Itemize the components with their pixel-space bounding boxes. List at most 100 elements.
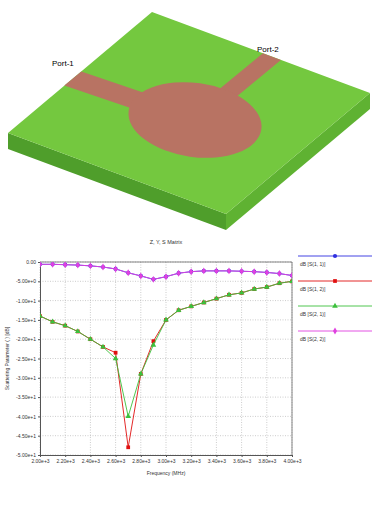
legend-label: dB [S(1, 1)] <box>300 261 326 267</box>
tick: -3.50e+1 <box>16 394 40 400</box>
tick-mark <box>38 301 40 302</box>
tick: 2.40e+3 <box>82 455 100 464</box>
tick: -1.50e+1 <box>16 317 40 323</box>
grid-line <box>40 281 292 282</box>
marker <box>264 284 270 289</box>
marker <box>63 262 67 268</box>
legend-label: dB [S(1, 2)] <box>300 286 326 292</box>
marker <box>151 276 155 283</box>
tick-mark <box>38 281 40 282</box>
legend-marker <box>333 254 337 258</box>
tick-label: -3.00e+1 <box>16 375 36 381</box>
x-axis-title: Frequency (MHz) <box>147 470 186 476</box>
tick: 4.00e+3 <box>283 455 301 464</box>
marker <box>126 445 130 449</box>
tick-label: 3.60e+3 <box>233 458 251 464</box>
tick-label: 2.60e+3 <box>107 458 125 464</box>
canvas: Port-1Port-2Z, Y, S Matrix2.00e+32.20e+3… <box>0 0 378 505</box>
series <box>40 278 292 418</box>
legend: dB [S(1, 1)]dB [S(1, 2)]dB [S(2, 1)]dB [… <box>298 254 372 342</box>
tick: -3.00e+1 <box>16 375 40 381</box>
marker <box>62 322 68 327</box>
series <box>40 262 292 283</box>
tick-label: -1.00e+1 <box>16 298 36 304</box>
tick-label: -2.50e+1 <box>16 356 36 362</box>
grid-line <box>292 262 293 455</box>
marker <box>138 371 144 376</box>
port-label: Port-2 <box>257 45 279 54</box>
tick: -5.00e+0 <box>16 278 40 284</box>
tick: 0.00 <box>26 259 40 265</box>
legend-marker <box>332 303 338 308</box>
marker <box>40 262 42 268</box>
tick: 3.40e+3 <box>208 455 226 464</box>
tick: -2.00e+1 <box>16 336 40 342</box>
marker <box>51 262 55 268</box>
marker <box>252 268 256 275</box>
tick-mark <box>38 339 40 340</box>
marker <box>126 269 130 276</box>
marker <box>177 270 181 277</box>
marker <box>239 290 245 295</box>
axis-line <box>38 263 41 456</box>
tick-mark <box>38 262 40 263</box>
tick-label: -4.00e+1 <box>16 414 36 420</box>
tick-mark <box>38 416 40 417</box>
grid-line <box>40 435 292 436</box>
marker <box>265 269 269 276</box>
frame <box>292 262 293 455</box>
grid-line <box>266 262 267 455</box>
grid-line <box>40 377 292 378</box>
y-axis-title: Scattering Parameter ( ) [dB] <box>4 326 10 390</box>
marker <box>114 265 118 272</box>
marker <box>88 336 94 341</box>
tick-label: -4.50e+1 <box>16 433 36 439</box>
tick-label: 4.00e+3 <box>283 458 301 464</box>
board-top <box>8 12 370 214</box>
marker <box>201 299 207 304</box>
tick-mark <box>38 455 40 456</box>
grid <box>40 262 292 455</box>
grid-line <box>40 397 292 398</box>
tick-label: 0.00 <box>26 259 36 265</box>
tick-label: 3.20e+3 <box>183 458 201 464</box>
marker <box>290 272 292 279</box>
chart-title: Z, Y, S Matrix <box>150 239 183 245</box>
tick-label: 2.80e+3 <box>132 458 150 464</box>
tick: 2.20e+3 <box>57 455 75 464</box>
marker <box>125 413 131 418</box>
marker <box>101 264 105 271</box>
tick: -2.50e+1 <box>16 356 40 362</box>
port-label: Port-1 <box>52 59 74 68</box>
marker <box>251 286 257 291</box>
marker <box>202 267 206 274</box>
marker <box>139 272 143 279</box>
tick: 2.60e+3 <box>107 455 125 464</box>
series-line <box>40 281 292 447</box>
marker <box>40 313 43 318</box>
patch <box>124 74 267 166</box>
tick-label: -1.50e+1 <box>16 317 36 323</box>
series-line <box>40 281 292 416</box>
marker <box>114 351 118 355</box>
tick: 3.20e+3 <box>183 455 201 464</box>
marker <box>151 342 157 347</box>
marker <box>88 262 92 269</box>
tick-label: 2.20e+3 <box>57 458 75 464</box>
grid-line <box>216 262 217 455</box>
marker <box>76 262 80 269</box>
y-axis: 0.00 -5.00e+0 -1.00e+1 -1.50e+1 -2.00e+1 -2.5… <box>16 259 40 458</box>
board <box>8 12 370 230</box>
tick-label: -5.00e+0 <box>16 278 36 284</box>
tick: -4.00e+1 <box>16 414 40 420</box>
tick-label: 3.80e+3 <box>258 458 276 464</box>
legend-label: dB [S(2, 1)] <box>300 311 326 317</box>
plot-marks <box>40 262 292 449</box>
series <box>40 279 292 449</box>
tick: -5.00e+1 <box>16 452 40 458</box>
grid-line <box>40 416 292 417</box>
series <box>40 262 292 281</box>
tick: 3.80e+3 <box>258 455 276 464</box>
tick-mark <box>38 359 40 360</box>
marker <box>277 280 283 285</box>
